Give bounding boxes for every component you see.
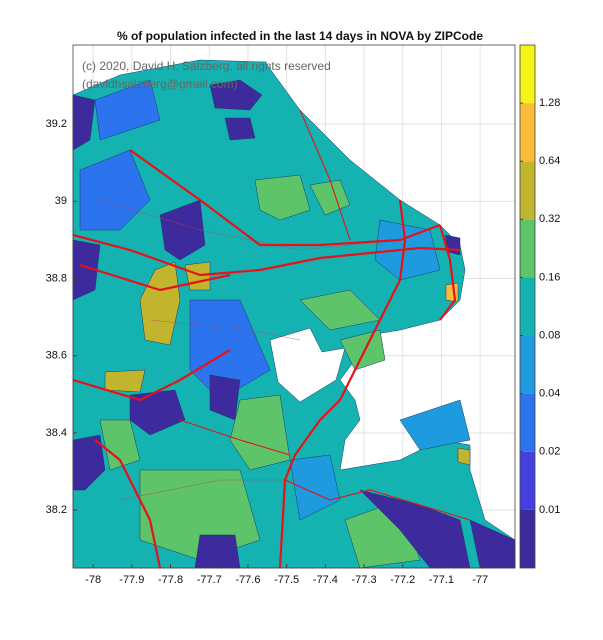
x-tick-label: -77.3 <box>352 574 377 586</box>
colorbar-tick-label: 0.01 <box>539 504 560 516</box>
x-tick-label: -77.2 <box>390 574 415 586</box>
watermark-line: (c) 2020, David H. Salzberg, all rights … <box>82 59 331 73</box>
colorbar-segment <box>520 45 535 104</box>
y-tick-label: 38.8 <box>46 272 67 284</box>
colorbar-segment <box>520 451 535 510</box>
colorbar-tick-label: 0.32 <box>539 213 560 225</box>
colorbar-tick-label: 0.16 <box>539 271 560 283</box>
x-tick-label: -77.1 <box>429 574 454 586</box>
colorbar-tick-label: 1.28 <box>539 97 560 109</box>
colorbar-tick-label: 0.08 <box>539 329 560 341</box>
colorbar-frame <box>519 44 536 569</box>
watermark-line: (davidhsalzberg@gmail.com) <box>82 77 238 91</box>
y-tick-label: 38.4 <box>46 427 67 439</box>
x-tick-label: -77.9 <box>119 574 144 586</box>
y-tick-label: 39 <box>55 195 67 207</box>
colorbar-segment <box>520 277 535 336</box>
plot-frame <box>72 44 516 569</box>
x-tick-label: -77.6 <box>235 574 260 586</box>
y-tick-label: 39.2 <box>46 118 67 130</box>
colorbar-tick-label: 0.02 <box>539 446 560 458</box>
colorbar-tick-label: 0.64 <box>539 155 560 167</box>
x-tick-label: -78 <box>85 574 101 586</box>
x-tick-label: -77.4 <box>313 574 338 586</box>
x-tick-label: -77.7 <box>197 574 222 586</box>
colorbar-segment <box>520 161 535 220</box>
axes: -78 -77.9 -77.8 -77.7 -77.6 -77.5 -77.4 -77.3 -7… <box>46 44 560 586</box>
colorbar-segment <box>520 219 535 278</box>
x-tick-label: -77.8 <box>158 574 183 586</box>
colorbar-segment <box>520 335 535 394</box>
map <box>72 59 516 569</box>
y-tick-label: 38.2 <box>46 504 67 516</box>
colorbar-segment <box>520 103 535 162</box>
x-tick-label: -77 <box>472 574 488 586</box>
colorbar-segment <box>520 509 535 568</box>
title: % of population infected in the last 14 … <box>117 29 483 43</box>
colorbar-segment <box>520 393 535 452</box>
colorbar-tick-label: 0.04 <box>539 388 560 400</box>
y-tick-label: 38.6 <box>46 350 67 362</box>
x-tick-label: -77.5 <box>274 574 299 586</box>
